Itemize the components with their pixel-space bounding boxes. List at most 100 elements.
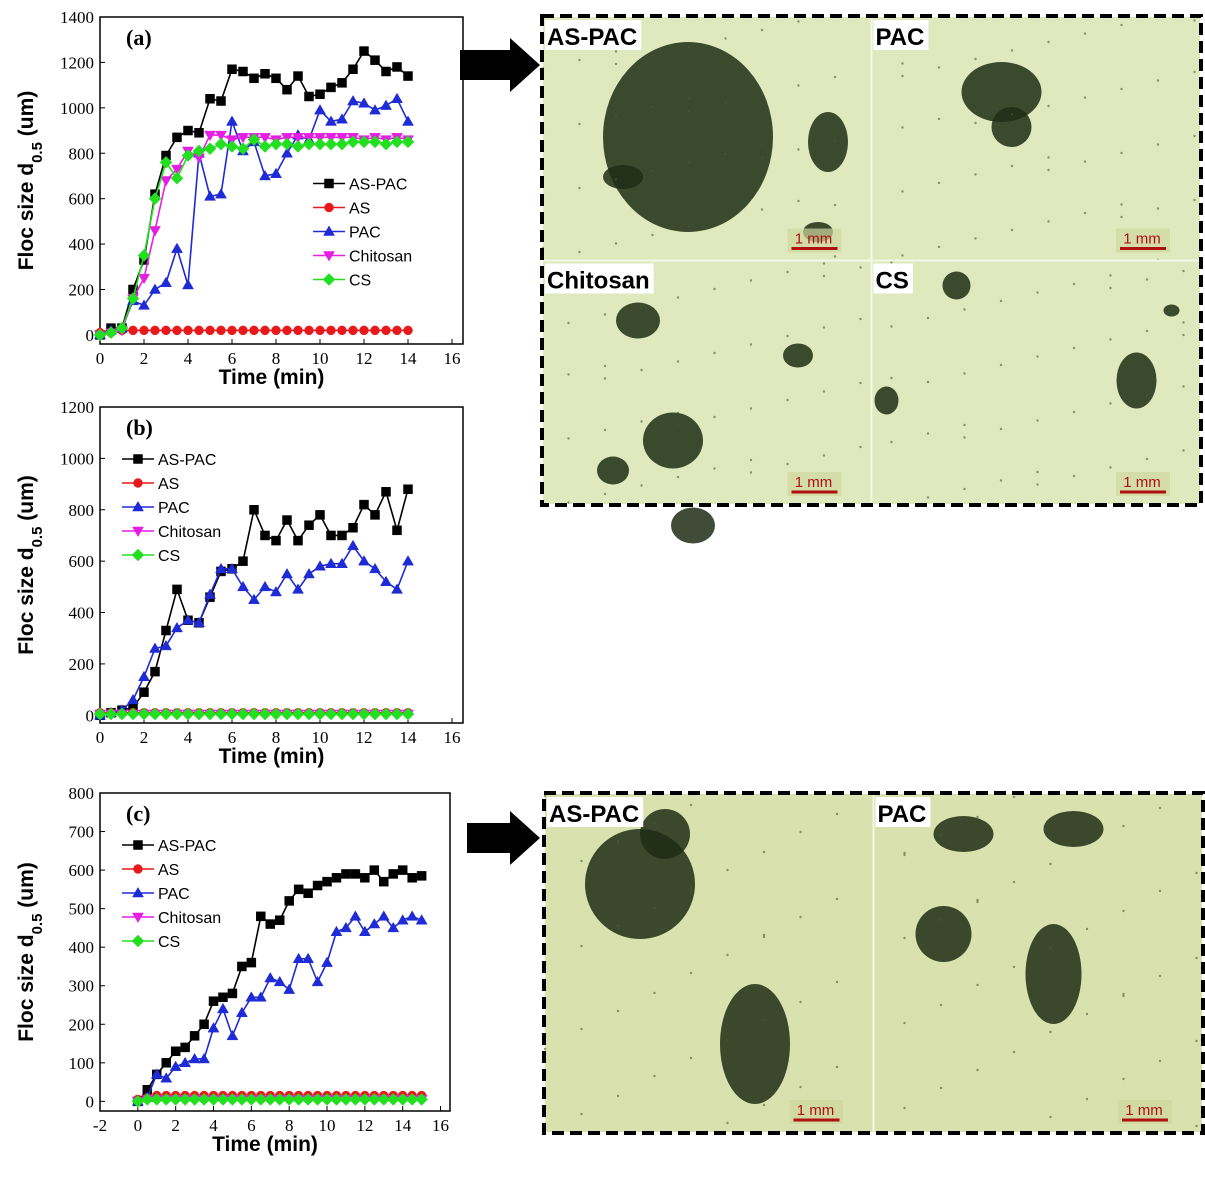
marker (207, 1093, 220, 1106)
particle (578, 58, 581, 62)
marker (407, 873, 417, 883)
particle (822, 390, 826, 393)
marker (227, 325, 237, 336)
marker (104, 326, 118, 339)
particle (676, 411, 680, 415)
legend-marker (131, 548, 145, 562)
scale-label: 1 mm (1125, 1102, 1163, 1119)
marker (326, 325, 336, 336)
x-tick-label: 12 (356, 349, 373, 368)
particle (1195, 1124, 1198, 1128)
marker (335, 137, 349, 151)
marker (324, 137, 338, 151)
y-axis-label-part: 0.5 (29, 914, 46, 935)
particle (799, 1085, 802, 1089)
legend-label: AS-PAC (158, 838, 216, 855)
marker (260, 530, 270, 541)
marker (203, 707, 217, 721)
particle (963, 308, 966, 311)
marker (282, 325, 292, 336)
marker (311, 975, 324, 987)
particle (859, 381, 862, 385)
x-tick-label: 14 (400, 349, 418, 368)
particle (1109, 466, 1112, 469)
y-tick-label: 500 (69, 900, 95, 919)
marker (247, 707, 261, 721)
marker (282, 1093, 296, 1106)
particle (1158, 889, 1162, 893)
legend-marker (133, 454, 143, 464)
legend-label: Chitosan (349, 249, 412, 266)
y-tick-label: 800 (69, 501, 95, 520)
particle (1012, 965, 1016, 969)
chart-title: (b) (126, 415, 153, 440)
marker (205, 325, 215, 336)
particle (835, 897, 839, 901)
marker (347, 539, 359, 550)
marker (416, 871, 427, 881)
particle (976, 815, 979, 819)
particle (689, 886, 693, 890)
particle (1085, 1012, 1089, 1016)
particle (580, 1112, 583, 1116)
marker (282, 515, 292, 525)
particle (890, 325, 893, 328)
x-tick-label: 8 (272, 728, 281, 747)
marker (204, 588, 216, 599)
particle (762, 1103, 766, 1107)
marker (390, 135, 404, 149)
marker (149, 283, 161, 294)
marker (192, 707, 206, 721)
marker (207, 1022, 220, 1033)
marker (337, 530, 347, 541)
particle (859, 445, 862, 449)
particle (1158, 974, 1162, 978)
particle (653, 821, 656, 825)
arrow (460, 38, 540, 92)
marker (140, 1093, 154, 1106)
marker (270, 167, 282, 178)
particle (903, 936, 906, 940)
y-tick-label: 200 (69, 655, 95, 674)
marker (369, 562, 381, 574)
particle (580, 944, 583, 948)
particle (939, 1086, 943, 1090)
marker (170, 707, 184, 721)
particle (1182, 269, 1185, 273)
marker (369, 104, 381, 115)
dashed-frame (540, 14, 1203, 507)
marker (247, 133, 261, 146)
particle (1156, 79, 1160, 82)
x-tick-label: 8 (272, 349, 281, 368)
particle (676, 296, 680, 299)
marker (93, 328, 107, 342)
marker (269, 707, 283, 721)
marker (246, 957, 257, 968)
particle (974, 121, 977, 125)
marker (339, 1093, 353, 1106)
x-tick-label: -2 (93, 1116, 107, 1135)
particle (762, 850, 766, 854)
label-background (873, 20, 929, 50)
marker (331, 873, 342, 883)
particle (689, 803, 693, 807)
particle (726, 868, 729, 872)
particle (974, 173, 977, 176)
marker (302, 707, 316, 721)
particle (616, 841, 620, 845)
marker (159, 707, 173, 721)
marker (292, 583, 304, 594)
marker (150, 325, 160, 336)
marker (391, 92, 403, 103)
plot-frame (99, 406, 464, 724)
marker (237, 133, 249, 144)
particle (1049, 947, 1052, 951)
plot-frame (99, 16, 464, 345)
particle (1072, 410, 1076, 414)
marker (291, 140, 305, 153)
marker (265, 919, 276, 929)
marker (236, 707, 250, 721)
dashed-frame (542, 791, 1205, 1135)
particle (687, 225, 691, 228)
marker (311, 1093, 324, 1106)
